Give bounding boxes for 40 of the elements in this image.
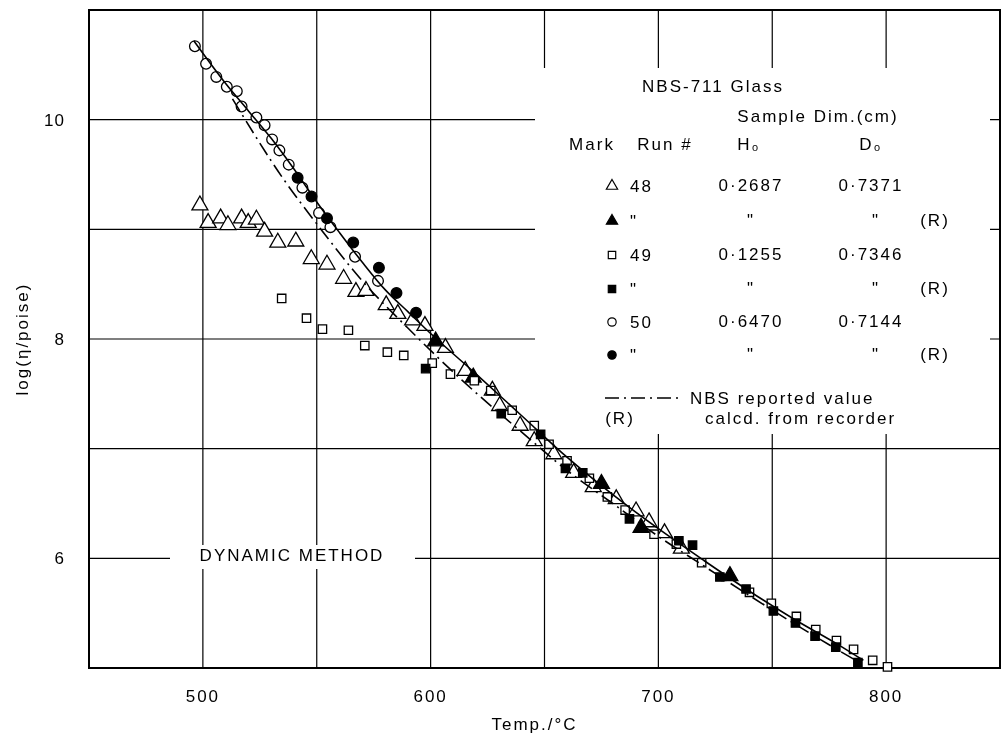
annotation: Run # <box>637 135 693 154</box>
annotation: Mark <box>569 135 615 154</box>
annotation: 0·7346 <box>838 245 904 264</box>
annotation: 0·2687 <box>718 176 784 195</box>
y-tick-label: 6 <box>54 549 65 569</box>
annotation: 0·7371 <box>838 176 904 195</box>
annotation: H₀ <box>737 135 761 154</box>
annotation: (R) <box>920 345 950 364</box>
x-tick-label: 800 <box>868 687 904 706</box>
annotation: 0·7144 <box>838 312 904 331</box>
annotation: " <box>746 345 756 364</box>
annotation: D₀ <box>859 135 883 154</box>
annotation: " <box>746 279 756 298</box>
annotation: 0·6470 <box>718 312 784 331</box>
y-tick-label: 8 <box>54 330 65 349</box>
annotation: " <box>871 345 881 364</box>
y-tick-label: 10 <box>44 110 65 130</box>
legend-label: " <box>630 280 639 299</box>
legend-label: NBS reported value <box>690 389 875 408</box>
annotation: (R) <box>920 279 950 298</box>
legend-label: " <box>630 346 639 365</box>
annotation: (R) <box>605 409 635 428</box>
annotation: " <box>871 279 881 298</box>
annotation: 0·1255 <box>718 245 784 264</box>
annotation: " <box>871 211 881 230</box>
legend-title: NBS-711 Glass <box>642 77 784 96</box>
legend-label: 50 <box>630 313 653 332</box>
y-axis-title: log(η/poise) <box>13 282 32 396</box>
annotation: " <box>746 211 756 230</box>
annotation: (R) <box>920 211 950 230</box>
annotation: DYNAMIC METHOD <box>199 546 385 565</box>
x-axis-title: Temp./°C <box>491 715 578 734</box>
legend-label: 49 <box>630 246 653 265</box>
legend-label: " <box>630 212 639 231</box>
x-tick-label: 600 <box>413 687 448 706</box>
x-tick-label: 700 <box>641 687 676 706</box>
annotation: Sample Dim.(cm) <box>737 107 899 126</box>
legend-label: 48 <box>630 177 653 196</box>
x-tick-label: 500 <box>185 687 221 706</box>
annotation: calcd. from recorder <box>705 409 897 428</box>
